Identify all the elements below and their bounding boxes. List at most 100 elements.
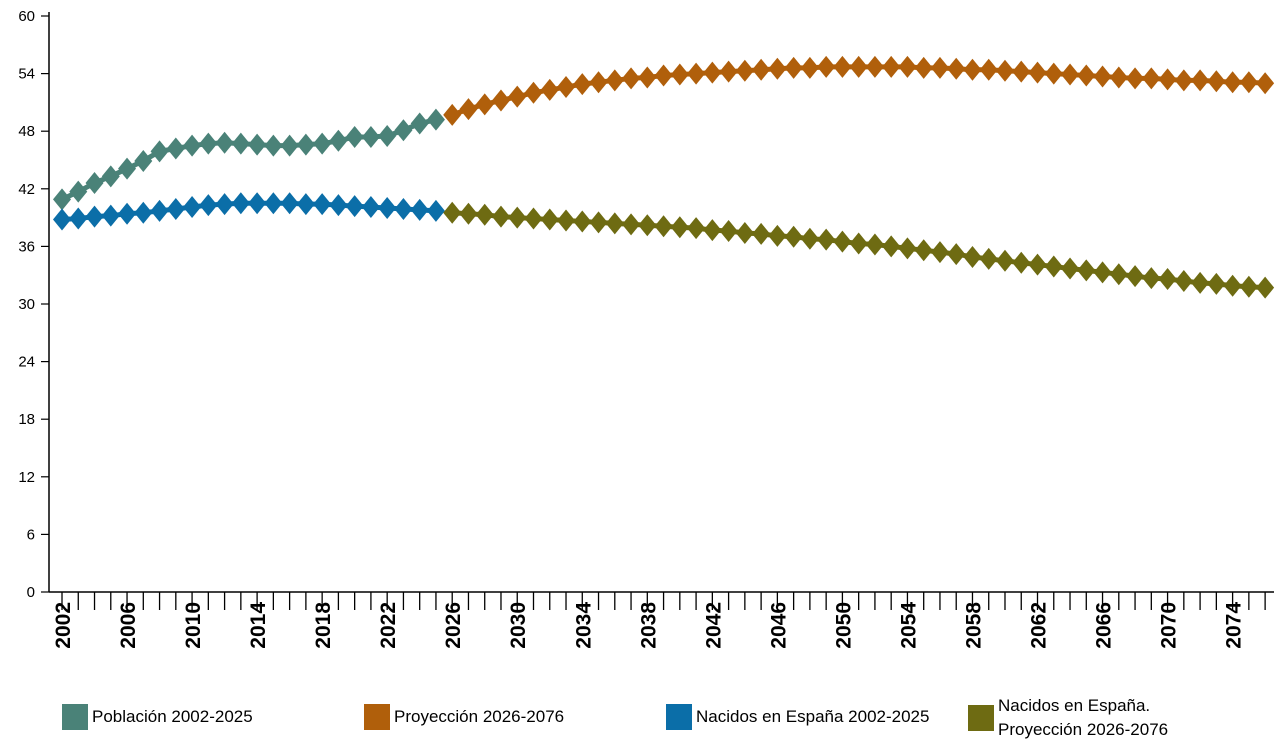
data-point xyxy=(118,157,137,180)
data-point xyxy=(979,58,998,81)
x-tick-label: 2018 xyxy=(312,602,335,649)
data-point xyxy=(296,133,315,156)
line-chart: 0 6 12 18 24 30 36 42 48 54 60 2002 2006 2010 2014 2018… xyxy=(18,8,1275,649)
x-tick-label: 2074 xyxy=(1223,602,1246,649)
data-point xyxy=(1174,69,1193,92)
y-tick-label: 30 xyxy=(18,296,35,313)
data-point xyxy=(784,56,803,79)
data-point xyxy=(459,202,478,225)
legend: Población 2002-2025 Proyección 2026-2076… xyxy=(0,694,1284,742)
data-point xyxy=(914,56,933,79)
data-point xyxy=(1093,261,1112,284)
x-tick-label: 2030 xyxy=(507,602,530,649)
data-point xyxy=(134,149,153,172)
x-tick-label: 2014 xyxy=(247,602,270,649)
data-point xyxy=(1174,269,1193,292)
data-point xyxy=(670,216,689,239)
data-point xyxy=(800,227,819,250)
legend-swatch-proyeccion xyxy=(364,704,390,730)
data-point xyxy=(426,199,445,222)
data-point xyxy=(85,205,104,228)
data-point xyxy=(524,207,543,230)
data-point xyxy=(508,85,527,108)
data-point xyxy=(313,132,332,155)
data-point xyxy=(215,193,234,216)
data-point xyxy=(296,193,315,216)
data-point xyxy=(1142,267,1161,290)
data-point xyxy=(735,221,754,244)
data-point xyxy=(443,103,462,126)
data-point xyxy=(394,197,413,220)
data-point xyxy=(1044,62,1063,85)
data-point xyxy=(280,134,299,157)
data-point xyxy=(101,165,120,188)
data-point xyxy=(183,196,202,219)
data-point xyxy=(1223,274,1242,297)
data-point xyxy=(898,55,917,78)
data-point xyxy=(1077,259,1096,282)
y-tick-label: 0 xyxy=(27,584,35,601)
y-tick-label: 18 xyxy=(18,411,35,428)
data-point xyxy=(329,194,348,217)
data-point xyxy=(654,215,673,238)
data-point xyxy=(1061,257,1080,280)
data-point xyxy=(898,237,917,260)
data-point xyxy=(443,201,462,224)
data-point xyxy=(638,66,657,89)
data-point xyxy=(264,192,283,215)
data-point xyxy=(231,192,250,215)
series-2 xyxy=(53,192,445,231)
data-point xyxy=(345,125,364,148)
data-point xyxy=(85,172,104,195)
data-point xyxy=(752,222,771,245)
data-point xyxy=(1256,276,1275,299)
data-point xyxy=(670,63,689,86)
data-point xyxy=(540,208,559,231)
data-point xyxy=(882,235,901,258)
data-point xyxy=(1077,64,1096,87)
x-tick-label: 2050 xyxy=(832,602,855,649)
data-point xyxy=(703,219,722,242)
data-point xyxy=(638,214,657,237)
data-point xyxy=(329,129,348,152)
data-point xyxy=(963,245,982,268)
x-tick-label: 2062 xyxy=(1028,602,1051,649)
data-point xyxy=(1256,72,1275,95)
data-point xyxy=(1158,268,1177,291)
data-point xyxy=(1109,263,1128,286)
y-tick-label: 36 xyxy=(18,238,35,255)
data-point xyxy=(1207,272,1226,295)
data-point xyxy=(817,228,836,251)
series-3 xyxy=(443,201,1275,299)
data-point xyxy=(166,137,185,160)
data-point xyxy=(53,188,72,211)
data-point xyxy=(573,73,592,96)
data-point xyxy=(687,62,706,85)
y-tick-label: 12 xyxy=(18,469,35,486)
data-point xyxy=(1142,67,1161,90)
y-tick-label: 6 xyxy=(27,526,35,543)
data-point xyxy=(199,194,218,217)
data-point xyxy=(995,59,1014,82)
data-point xyxy=(248,133,267,156)
y-tick-label: 24 xyxy=(18,354,35,371)
data-point xyxy=(833,55,852,78)
data-point xyxy=(361,196,380,219)
data-point xyxy=(1207,70,1226,93)
data-point xyxy=(134,201,153,224)
data-point xyxy=(735,59,754,82)
y-tick-label: 60 xyxy=(18,8,35,25)
data-point xyxy=(491,89,510,112)
data-point xyxy=(573,210,592,233)
data-point xyxy=(1012,60,1031,83)
legend-label: Nacidos en España. Proyección 2026-2076 xyxy=(998,696,1169,739)
data-point xyxy=(1239,71,1258,94)
data-point xyxy=(622,213,641,236)
data-point xyxy=(557,76,576,99)
series-1 xyxy=(443,55,1275,126)
x-tick-label: 2010 xyxy=(182,602,205,649)
data-point xyxy=(1028,61,1047,84)
data-point xyxy=(508,206,527,229)
data-point xyxy=(622,67,641,90)
series-line xyxy=(60,117,437,202)
